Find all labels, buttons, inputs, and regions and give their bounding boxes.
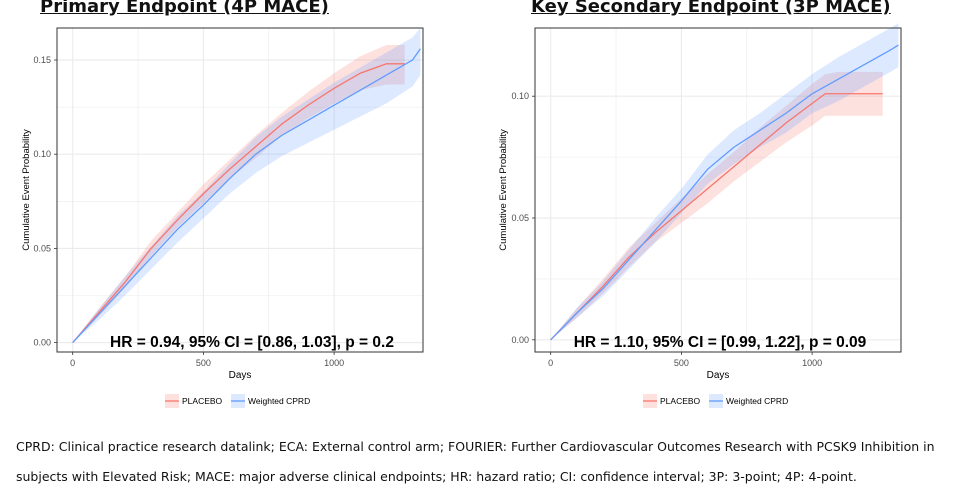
legend-label: PLACEBO [182, 396, 223, 406]
series-line [550, 93, 883, 341]
y-axis-title: Cumulative Event Probability [21, 129, 32, 251]
x-tick-label: 0 [548, 358, 553, 368]
plot-background [535, 28, 901, 352]
y-tick-label: 0.00 [511, 335, 529, 345]
series-line [72, 63, 405, 344]
plot-background [57, 28, 423, 352]
hazard-ratio-annotation: HR = 0.94, 95% CI = [0.86, 1.03], p = 0.… [110, 334, 394, 351]
panel-border [56, 27, 424, 353]
chart-secondary-endpoint: 0 500 1000 0.00 0.05 0.10 HR = 1.10, 95% CI = … [498, 23, 902, 408]
legend-label: Weighted CPRD [248, 396, 310, 406]
series-line [550, 44, 899, 341]
y-tick-label: 0.15 [33, 55, 51, 65]
y-tick-label: 0.10 [511, 91, 529, 101]
confidence-band [550, 71, 883, 340]
confidence-band [72, 44, 405, 343]
x-tick-label: 500 [674, 358, 689, 368]
panel-title-primary: Primary Endpoint (4P MACE) [40, 0, 329, 17]
confidence-band [550, 23, 899, 340]
x-axis-title: Days [707, 370, 730, 381]
y-tick-label: 0.05 [33, 243, 51, 253]
x-axis-title: Days [229, 370, 252, 381]
panel-border [534, 27, 902, 353]
footnote: CPRD: Clinical practice research datalin… [16, 439, 935, 484]
panel-title-secondary: Key Secondary Endpoint (3P MACE) [531, 0, 891, 17]
hazard-ratio-annotation: HR = 1.10, 95% CI = [0.99, 1.22], p = 0.… [574, 334, 867, 351]
y-axis-title: Cumulative Event Probability [498, 129, 509, 251]
series-line [72, 48, 421, 344]
x-tick-label: 500 [196, 358, 211, 368]
x-tick-label: 1000 [324, 358, 344, 368]
y-tick-label: 0.05 [511, 213, 529, 223]
y-tick-label: 0.00 [33, 338, 51, 348]
chart-primary-endpoint: 0 500 1000 0.00 0.05 0.10 0.15 HR = 0.94, 95% C… [21, 27, 424, 408]
confidence-band [72, 28, 421, 343]
x-tick-label: 0 [70, 358, 75, 368]
x-tick-label: 1000 [802, 358, 822, 368]
y-tick-label: 0.10 [33, 149, 51, 159]
legend-label: PLACEBO [660, 396, 701, 406]
legend-label: Weighted CPRD [726, 396, 788, 406]
